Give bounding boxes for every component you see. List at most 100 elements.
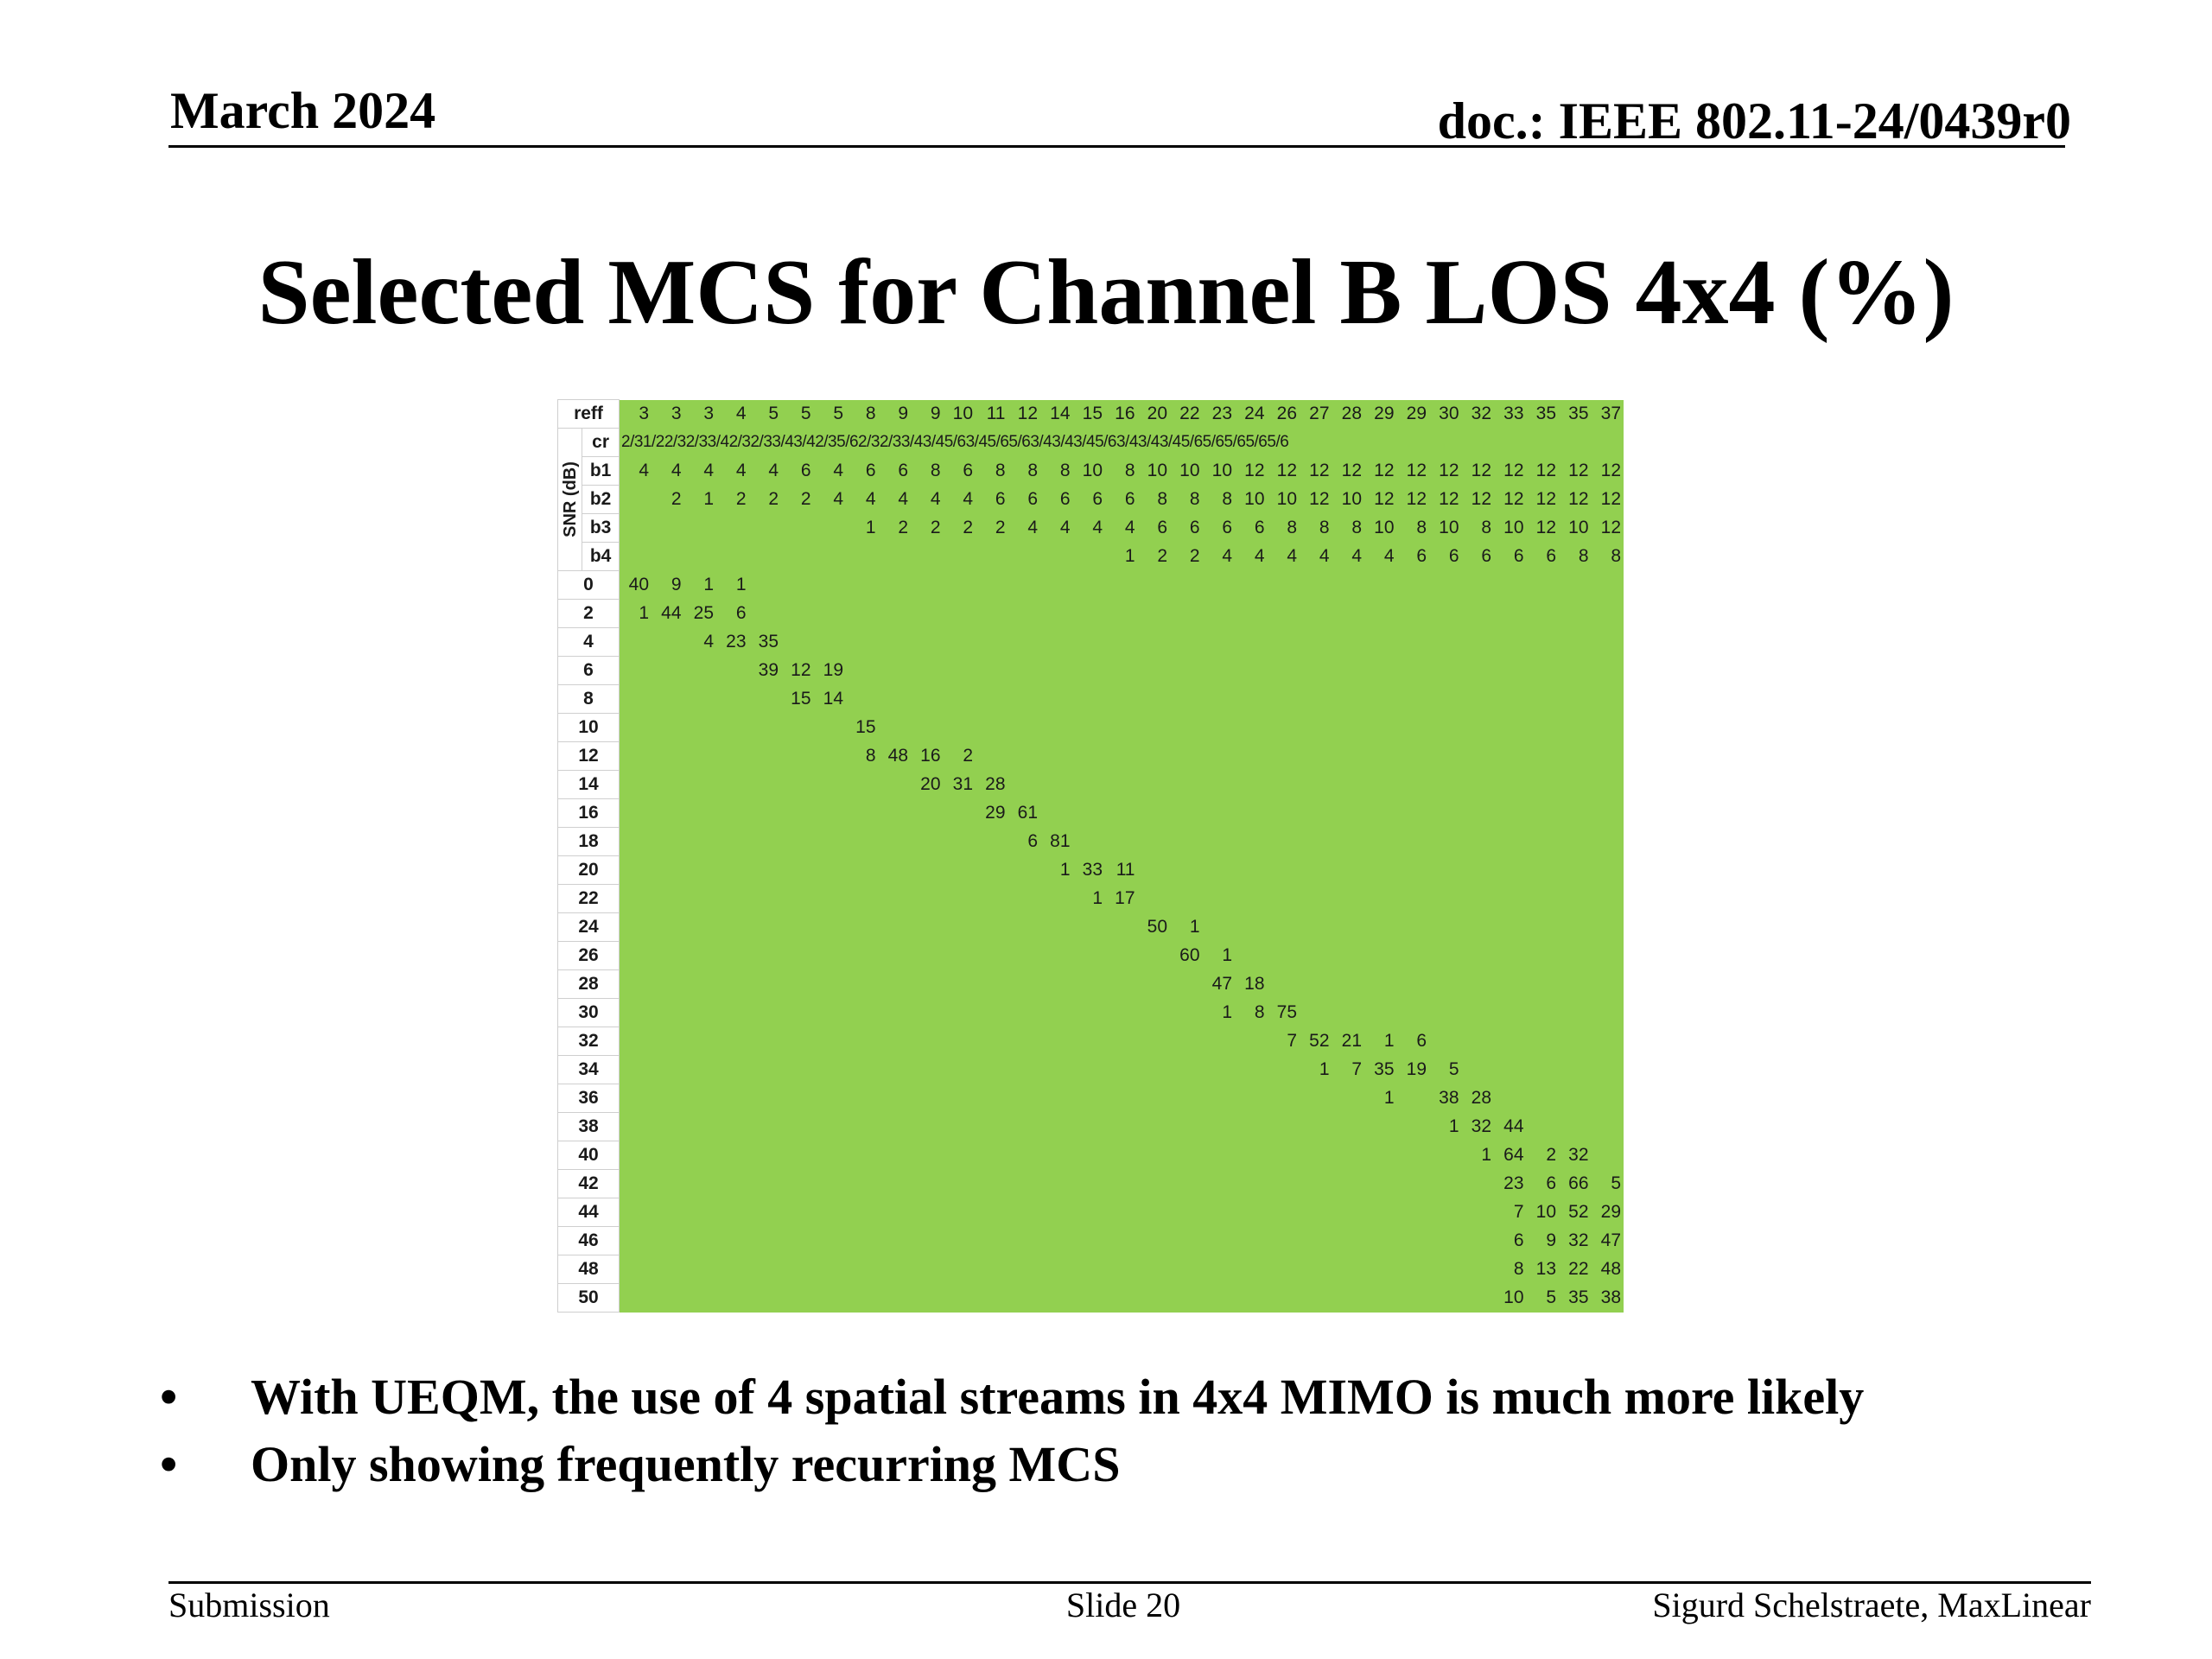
- param-cell: [619, 485, 652, 514]
- percentage-cell: [781, 1027, 814, 1056]
- percentage-cell: [1202, 1055, 1235, 1084]
- param-cell: 24: [1235, 399, 1268, 429]
- percentage-cell: [1170, 599, 1203, 628]
- percentage-cell: [1202, 599, 1235, 628]
- percentage-cell: [1396, 741, 1429, 771]
- percentage-cell: [976, 827, 1008, 856]
- percentage-cell: [1591, 827, 1624, 856]
- param-cell: 4: [911, 485, 944, 514]
- percentage-cell: [943, 1198, 976, 1227]
- percentage-cell: [781, 627, 814, 657]
- percentage-cell: [1300, 855, 1332, 885]
- percentage-cell: [1235, 770, 1268, 799]
- percentage-cell: [1559, 713, 1592, 742]
- footer-submission: Submission: [168, 1586, 330, 1624]
- percentage-cell: [781, 599, 814, 628]
- percentage-cell: [1526, 684, 1559, 714]
- percentage-cell: 13: [1526, 1255, 1559, 1284]
- percentage-cell: [1494, 855, 1527, 885]
- percentage-cell: [1461, 855, 1494, 885]
- percentage-cell: [1396, 1283, 1429, 1313]
- param-cell: 35: [1559, 399, 1592, 429]
- percentage-cell: [976, 1283, 1008, 1313]
- param-cell: 10: [1332, 485, 1364, 514]
- percentage-cell: [1461, 770, 1494, 799]
- param-cell: [683, 513, 716, 543]
- percentage-cell: [1040, 770, 1073, 799]
- percentage-cell: [1202, 827, 1235, 856]
- param-cell: [781, 513, 814, 543]
- percentage-cell: [1202, 1226, 1235, 1255]
- percentage-cell: [813, 1198, 846, 1227]
- percentage-cell: [911, 1084, 944, 1113]
- percentage-cell: [1040, 599, 1073, 628]
- percentage-cell: [652, 1055, 684, 1084]
- percentage-cell: [1300, 1169, 1332, 1198]
- percentage-cell: [781, 884, 814, 913]
- percentage-cell: [878, 912, 911, 942]
- percentage-cell: [1494, 570, 1527, 600]
- percentage-cell: [976, 969, 1008, 999]
- percentage-cell: [716, 1226, 749, 1255]
- percentage-cell: [1105, 1055, 1138, 1084]
- percentage-cell: [1007, 1084, 1040, 1113]
- percentage-cell: [1170, 1084, 1203, 1113]
- snr-row: 6 39 12 19: [557, 656, 1624, 685]
- footer-divider: [168, 1581, 2091, 1584]
- snr-row: 38 1 32 44: [557, 1112, 1624, 1141]
- percentage-cell: [1137, 1226, 1170, 1255]
- percentage-cell: [976, 941, 1008, 970]
- snr-label: 32: [557, 1027, 620, 1056]
- percentage-cell: [1396, 969, 1429, 999]
- percentage-cell: [1235, 1055, 1268, 1084]
- percentage-cell: [1040, 1027, 1073, 1056]
- percentage-cell: 9: [1526, 1226, 1559, 1255]
- param-cell: [683, 542, 716, 571]
- percentage-cell: [1300, 1084, 1332, 1113]
- percentage-cell: [1170, 1055, 1203, 1084]
- param-cell: 10: [943, 399, 976, 429]
- percentage-cell: [716, 1141, 749, 1170]
- param-cell: 11: [976, 399, 1008, 429]
- percentage-cell: 47: [1202, 969, 1235, 999]
- param-cell: 10: [1170, 456, 1203, 486]
- percentage-cell: 5: [1526, 1283, 1559, 1313]
- percentage-cell: [813, 855, 846, 885]
- percentage-cell: [943, 855, 976, 885]
- percentage-cell: [846, 770, 879, 799]
- percentage-cell: [976, 884, 1008, 913]
- percentage-cell: [878, 656, 911, 685]
- percentage-cell: [1494, 770, 1527, 799]
- percentage-cell: [748, 1141, 781, 1170]
- param-cell: 20: [1137, 399, 1170, 429]
- percentage-cell: 66: [1559, 1169, 1592, 1198]
- percentage-cell: 1: [683, 570, 716, 600]
- percentage-cell: [1559, 1055, 1592, 1084]
- snr-row: 20 1 33 11: [557, 855, 1624, 885]
- percentage-cell: [1267, 1255, 1300, 1284]
- percentage-cell: [813, 884, 846, 913]
- percentage-cell: [716, 1055, 749, 1084]
- percentage-cell: [1461, 798, 1494, 828]
- percentage-cell: [683, 998, 716, 1027]
- percentage-cell: [1202, 770, 1235, 799]
- percentage-cell: [1429, 1255, 1462, 1284]
- snr-row: 8 15 14: [557, 684, 1624, 714]
- percentage-cell: [619, 1055, 652, 1084]
- percentage-cell: [1267, 798, 1300, 828]
- percentage-cell: [748, 599, 781, 628]
- percentage-cell: [1267, 656, 1300, 685]
- percentage-cell: [1364, 798, 1397, 828]
- percentage-cell: [1332, 1084, 1364, 1113]
- percentage-cell: [1559, 570, 1592, 600]
- param-cell: 8: [1396, 513, 1429, 543]
- percentage-cell: [1429, 998, 1462, 1027]
- percentage-cell: [1526, 1055, 1559, 1084]
- percentage-cell: [1300, 1141, 1332, 1170]
- percentage-cell: [1461, 827, 1494, 856]
- percentage-cell: [943, 1027, 976, 1056]
- percentage-cell: [878, 1226, 911, 1255]
- percentage-cell: [748, 969, 781, 999]
- percentage-cell: [1267, 1283, 1300, 1313]
- percentage-cell: [1559, 627, 1592, 657]
